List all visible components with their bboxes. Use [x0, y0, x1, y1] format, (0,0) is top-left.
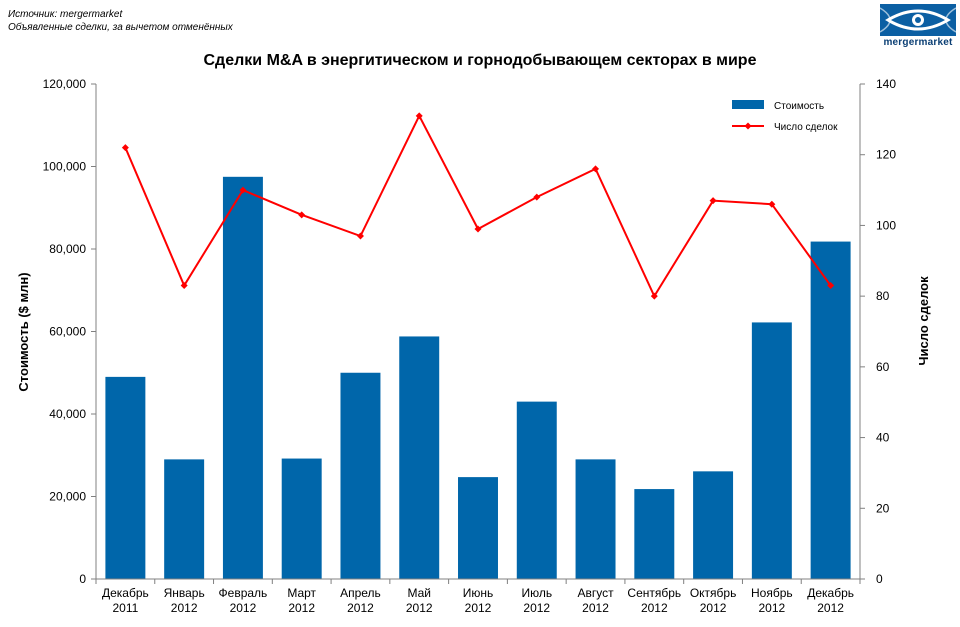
x-tick-label: Июнь 2012	[463, 586, 494, 615]
y2-tick-label: 40	[876, 431, 890, 445]
line-point	[239, 186, 247, 194]
line-point	[474, 225, 482, 233]
legend-swatch-marker	[744, 122, 752, 130]
scope-note: Объявленные сделки, за вычетом отменённы…	[8, 22, 233, 33]
bar	[399, 336, 440, 579]
line-point	[533, 193, 541, 201]
y-tick-label: 0	[79, 572, 86, 586]
line-point	[356, 232, 364, 240]
x-tick-label: Февраль 2012	[219, 586, 268, 615]
y-tick-label: 120,000	[43, 77, 87, 91]
x-tick-label: Апрель 2012	[340, 586, 381, 615]
y-tick-label: 60,000	[49, 325, 86, 339]
bar	[810, 241, 851, 579]
bar	[340, 372, 381, 579]
y2-tick-label: 20	[876, 501, 890, 515]
y-tick-label: 100,000	[43, 160, 87, 174]
line-point	[180, 282, 188, 290]
bar	[516, 401, 557, 579]
y2-axis-title: Число сделок	[916, 276, 931, 366]
chart-title: Сделки M&A в энергитическом и горнодобыв…	[203, 52, 757, 69]
line-point	[650, 292, 658, 300]
x-tick-label: Сентябрь 2012	[627, 586, 681, 615]
bar	[458, 477, 498, 579]
y-tick-label: 40,000	[49, 407, 86, 421]
bar	[281, 458, 322, 579]
bar	[105, 376, 146, 579]
y2-tick-label: 60	[876, 360, 890, 374]
line-point	[709, 197, 717, 205]
legend-swatch-bar	[732, 100, 764, 109]
y2-tick-label: 120	[876, 148, 896, 162]
x-tick-label: Март 2012	[287, 586, 316, 615]
x-tick-label: Декабрь 2012	[807, 586, 854, 615]
line-point	[827, 282, 835, 290]
y2-tick-label: 80	[876, 289, 890, 303]
bar	[164, 459, 205, 579]
x-tick-label: Декабрь 2011	[102, 586, 149, 615]
y2-tick-label: 0	[876, 572, 883, 586]
y-axis-title: Стоимость ($ млн)	[16, 272, 31, 391]
bar	[634, 489, 675, 579]
line-point	[592, 165, 600, 173]
bar	[693, 471, 734, 579]
plot-area: 0 20,000 40,000 60,000 80,000 100,000 120,000 0…	[43, 77, 897, 615]
chart-notes: Источник: mergermarket Объявленные сделк…	[8, 8, 233, 34]
logo-text: mergermarket	[883, 37, 953, 48]
line-point	[415, 112, 423, 120]
x-tick-label: Ноябрь 2012	[751, 586, 793, 615]
y-tick-label: 20,000	[49, 490, 86, 504]
y2-tick-label: 100	[876, 218, 896, 232]
line-point	[121, 144, 129, 152]
legend-label: Стоимость	[774, 101, 824, 112]
source-note: Источник: mergermarket	[8, 9, 123, 20]
bar	[575, 459, 616, 579]
y2-tick-label: 140	[876, 77, 896, 91]
x-tick-label: Октябрь 2012	[690, 586, 737, 615]
x-tick-label: Август 2012	[577, 586, 614, 615]
x-tick-label: Июль 2012	[521, 586, 552, 615]
x-tick-label: Январь 2012	[164, 586, 205, 615]
eye-icon	[880, 4, 956, 36]
bar	[222, 176, 263, 579]
legend-label: Число сделок	[774, 122, 838, 133]
y-tick-label: 80,000	[49, 242, 86, 256]
bar	[751, 322, 792, 579]
mergermarket-logo: mergermarket	[880, 4, 956, 48]
x-tick-label: Май 2012	[406, 586, 433, 615]
line-point	[768, 200, 776, 208]
line-point	[298, 211, 306, 219]
